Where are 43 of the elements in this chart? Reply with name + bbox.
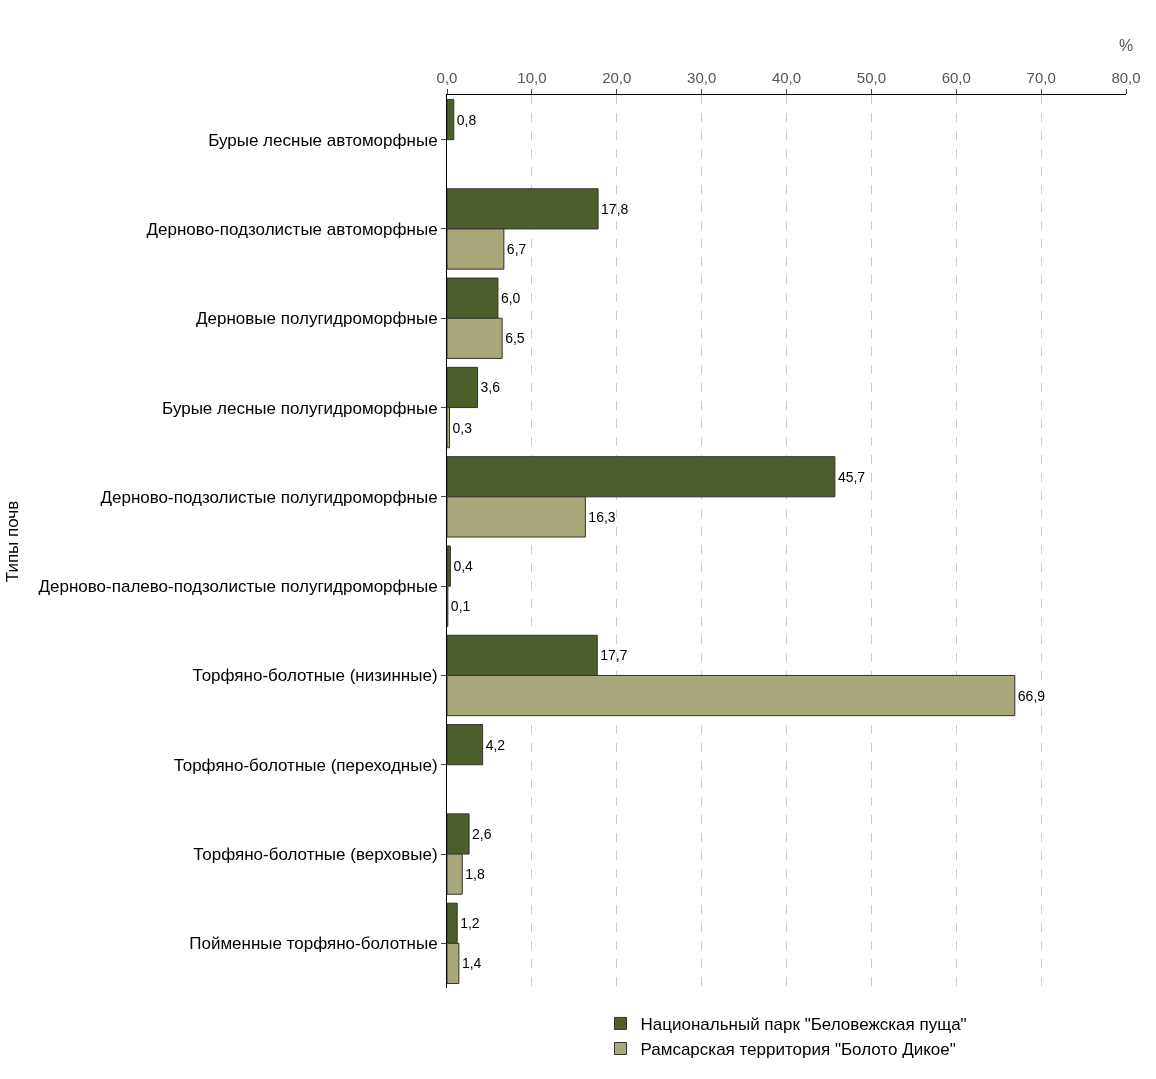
legend-label: Национальный парк "Беловежская пуща" (640, 1015, 967, 1035)
data-label: 45,7 (837, 468, 866, 485)
x-tick-label: 10,0 (517, 69, 547, 86)
x-tick-label: 60,0 (941, 69, 971, 86)
y-tick-label: Дерново-подзолистые полугидроморфные (100, 487, 438, 507)
x-tick-label: 30,0 (687, 69, 717, 86)
data-label: 2,6 (472, 825, 492, 842)
data-label: 17,8 (601, 200, 629, 217)
y-axis-title: Типы почв (3, 500, 23, 583)
y-tick-label: Бурые лесные полугидроморфные (162, 398, 438, 418)
x-tick-label: 50,0 (856, 69, 886, 86)
y-tick-label: Дерново-подзолистые автоморфные (146, 219, 438, 239)
legend-label: Рамсарская территория "Болото Дикое" (640, 1040, 956, 1060)
data-label: 1,2 (460, 915, 480, 932)
bar (447, 724, 484, 766)
data-label: 0,4 (453, 558, 474, 575)
data-label: 1,8 (465, 866, 485, 883)
y-tick-label: Дерновые полугидроморфные (196, 309, 438, 329)
x-tick-label: 20,0 (602, 69, 632, 86)
data-label: 16,3 (588, 508, 616, 525)
data-label: 6,7 (506, 241, 527, 258)
y-tick-label: Торфяно-болотные (верховые) (193, 845, 438, 864)
x-tick-label: 40,0 (771, 69, 802, 86)
data-label: 0,1 (450, 598, 471, 615)
y-tick-label: Дерново-палево-подзолистые полугидроморфные (38, 577, 438, 597)
data-label: 6,5 (505, 330, 525, 347)
x-tick-label: 0,0 (436, 69, 458, 86)
x-tick-label: 80,0 (1111, 69, 1141, 86)
x-tick-label: 70,0 (1026, 69, 1056, 86)
y-tick-label: Торфяно-болотные (переходные) (173, 755, 438, 775)
data-label: 17,7 (600, 647, 628, 664)
data-label: 0,8 (456, 111, 477, 128)
data-label: 3,6 (480, 379, 501, 396)
y-tick-label: Пойменные торфяно-болотные (189, 934, 438, 954)
x-axis-title: % (1119, 37, 1134, 54)
data-label: 4,2 (485, 736, 506, 753)
data-label: 6,0 (500, 290, 521, 307)
y-tick-label: Бурые лесные автоморфные (208, 130, 438, 150)
bar (447, 98, 455, 141)
data-label: 0,3 (452, 419, 473, 436)
data-label: 66,9 (1017, 687, 1046, 704)
y-tick-label: Торфяно-болотные (низинные) (192, 666, 438, 686)
data-label: 1,4 (461, 955, 482, 972)
